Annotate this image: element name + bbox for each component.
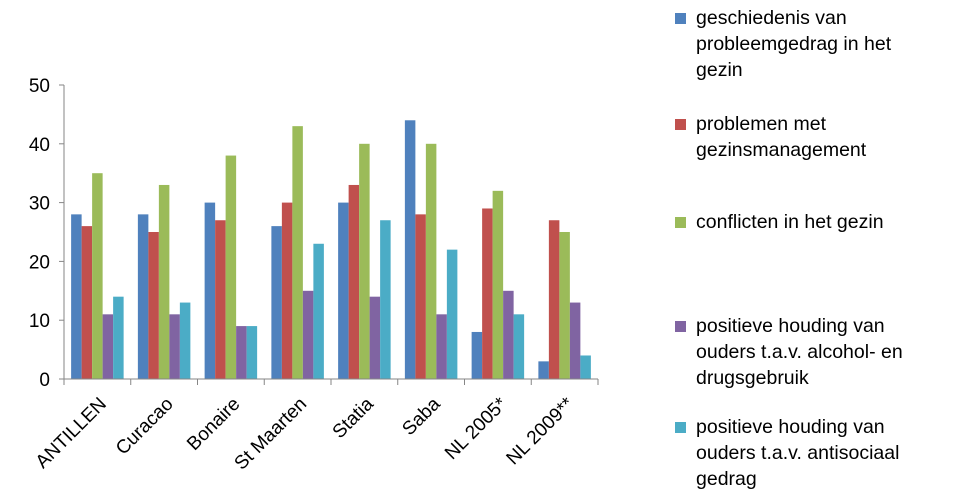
bar — [369, 296, 381, 379]
bar — [225, 155, 237, 379]
bar — [158, 184, 170, 379]
y-tick-label: 20 — [29, 252, 50, 273]
bar — [92, 173, 103, 379]
y-tick-label: 30 — [29, 194, 50, 215]
bar — [482, 208, 493, 379]
x-tick-label: ANTILLEN — [32, 394, 111, 473]
bar — [580, 355, 591, 379]
bar — [102, 314, 114, 379]
bar — [446, 249, 458, 379]
bar — [246, 326, 258, 379]
bar — [548, 220, 560, 379]
x-tick-label: Saba — [398, 393, 445, 440]
bar — [71, 214, 82, 379]
bar — [348, 184, 360, 379]
bar — [380, 220, 391, 379]
bar — [471, 331, 483, 379]
bar — [503, 290, 514, 379]
x-tick-label: St Maarten — [231, 394, 312, 475]
x-tick-label: NL 2009** — [503, 393, 579, 469]
bar — [538, 361, 549, 379]
x-tick-label: NL 2005* — [441, 393, 512, 464]
legend-swatch — [675, 321, 686, 332]
bar — [113, 296, 124, 379]
legend-label: problemen met gezinsmanagement — [696, 113, 867, 161]
y-tick-label: 0 — [39, 370, 50, 391]
bar — [338, 202, 349, 379]
bar — [81, 226, 93, 379]
bar — [492, 190, 504, 379]
legend-label: geschiedenis van probleemgedrag in het gez… — [696, 7, 892, 81]
bar — [569, 302, 581, 379]
bar — [513, 314, 525, 379]
legend-label: conflicten in het gezin — [696, 211, 884, 233]
legend-swatch — [675, 119, 686, 130]
legend-swatch — [675, 217, 686, 228]
y-tick-label: 50 — [29, 76, 50, 97]
bar — [215, 220, 226, 379]
legend-swatch — [675, 13, 686, 24]
bar — [148, 232, 159, 379]
bar — [292, 126, 303, 379]
bar — [436, 314, 447, 379]
bar — [425, 143, 437, 379]
bar — [236, 326, 247, 379]
bar — [204, 202, 216, 379]
legend-swatch — [675, 422, 686, 433]
bar — [169, 314, 180, 379]
legend-label: positieve houding van ouders t.a.v. antis… — [696, 416, 900, 490]
bar — [415, 214, 426, 379]
bar — [559, 232, 570, 379]
bar — [281, 202, 293, 379]
chart-legend: geschiedenis van probleemgedrag in het gez… — [675, 0, 962, 504]
bar — [359, 143, 370, 379]
bar — [302, 290, 314, 379]
legend-label: positieve houding van ouders t.a.v. alcoh… — [696, 315, 903, 389]
x-tick-label: Bonaire — [183, 394, 244, 455]
y-tick-label: 40 — [29, 135, 50, 156]
bar — [271, 226, 282, 379]
x-tick-label: Curacao — [112, 394, 178, 460]
x-tick-label: Statia — [329, 393, 379, 443]
bar — [179, 302, 191, 379]
bar — [404, 120, 416, 379]
y-tick-label: 10 — [29, 311, 50, 332]
bar — [313, 243, 324, 379]
bar — [137, 214, 149, 379]
